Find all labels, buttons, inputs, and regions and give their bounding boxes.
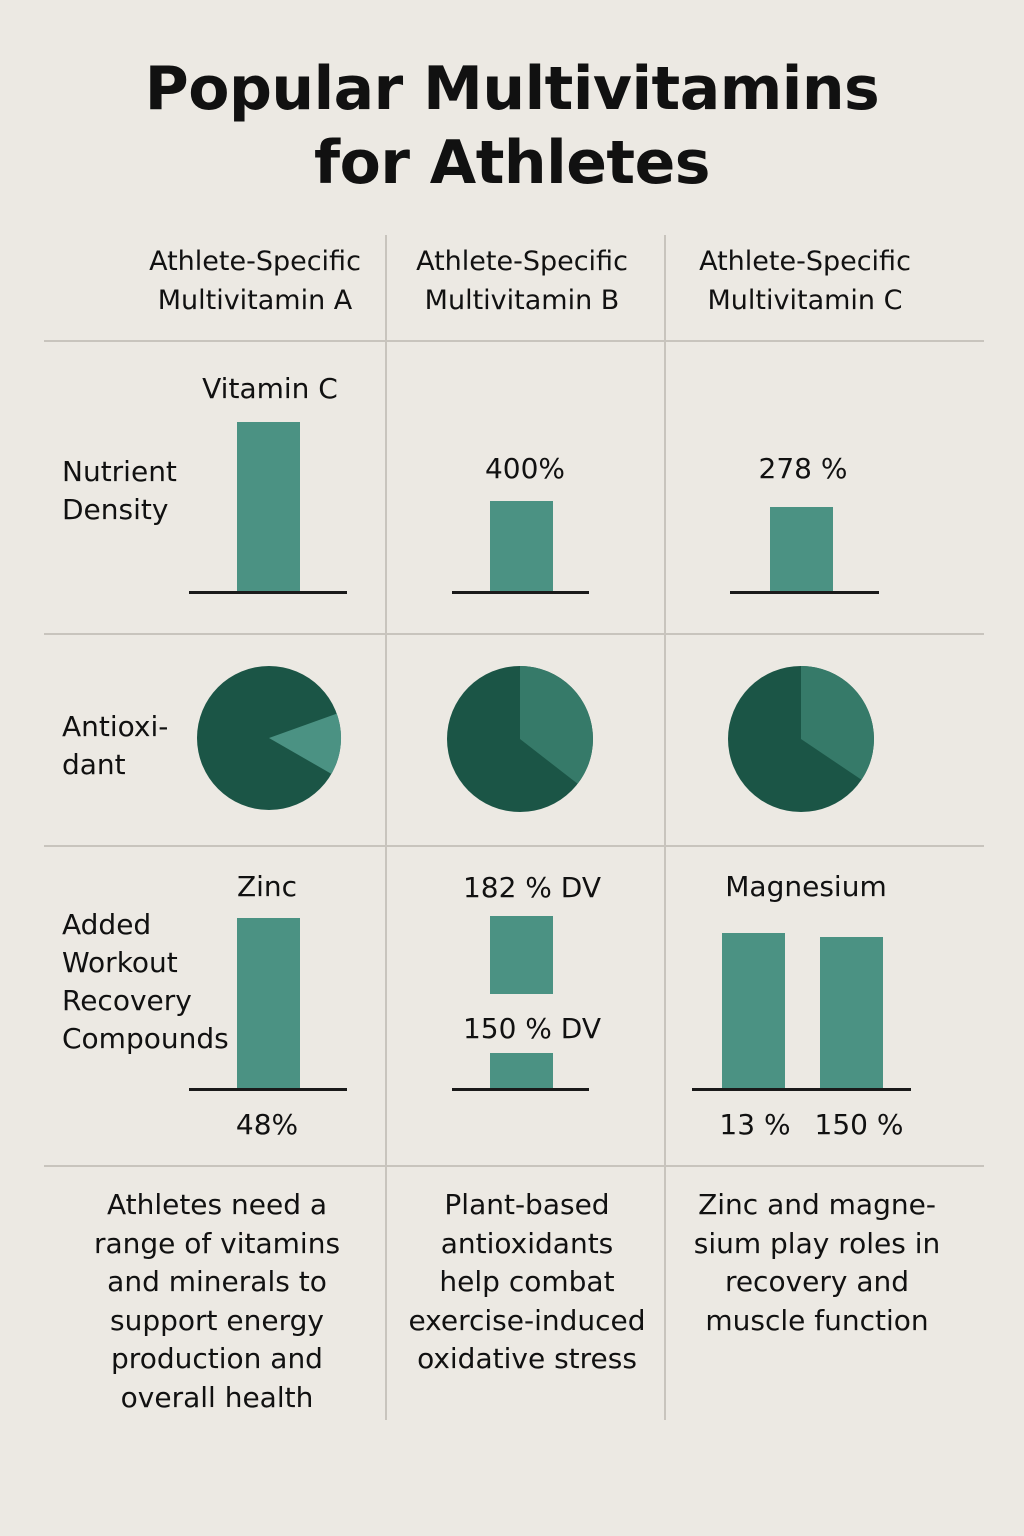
axis-line xyxy=(692,1088,911,1091)
column-divider-1 xyxy=(385,235,387,1420)
value-label-b-182: 182 % DV xyxy=(462,871,602,904)
description-line: and minerals to xyxy=(107,1265,327,1298)
row-label-line: Compounds xyxy=(62,1022,229,1055)
row-label-line: Added xyxy=(62,908,152,941)
value-label-zinc: 48% xyxy=(235,1108,299,1141)
bar-a-vitamin-c xyxy=(237,422,300,592)
axis-line xyxy=(730,591,879,594)
description-line: support energy xyxy=(110,1303,324,1337)
bar-a-zinc xyxy=(237,918,300,1089)
pie-chart-a xyxy=(197,666,342,810)
row-divider-4 xyxy=(44,1165,984,1167)
pie-slice-antioxidant xyxy=(520,666,593,784)
bar-b-density xyxy=(490,501,553,592)
description-line: recovery and xyxy=(724,1265,910,1298)
value-label-b: 400% xyxy=(484,452,566,485)
category-label-magnesium: Magnesium xyxy=(725,870,887,903)
bar-b-182 xyxy=(490,916,553,994)
product-b-line-1: Athlete-Specific xyxy=(416,246,628,277)
description-b: Plant-based antioxidants help combat exe… xyxy=(392,1186,662,1379)
row-label-line: dant xyxy=(62,748,126,781)
description-line: muscle function xyxy=(705,1303,929,1337)
category-label-vitamin-c: Vitamin C xyxy=(202,372,338,405)
pie-chart-b xyxy=(447,666,593,812)
bar-c-density xyxy=(770,507,833,592)
product-a-line-1: Athlete-Specific xyxy=(149,246,361,277)
product-b-line-2: Multivitamin B xyxy=(424,285,620,316)
description-line: oxidative stress xyxy=(417,1342,637,1375)
axis-line xyxy=(452,1088,589,1091)
bar-c-150 xyxy=(820,937,883,1089)
axis-line xyxy=(189,1088,347,1091)
pie-chart-c xyxy=(728,666,874,812)
value-label-b-150: 150 % DV xyxy=(462,1012,602,1045)
description-line: overall health xyxy=(120,1380,314,1414)
bar-b-150 xyxy=(490,1053,553,1089)
product-header-c: Athlete-Specific Multivitamin C xyxy=(675,242,935,320)
row-divider-2 xyxy=(44,633,984,635)
row-label-line: Density xyxy=(62,493,169,526)
row-label-antioxidant: Antioxi- dant xyxy=(62,708,168,784)
product-header-a: Athlete-Specific Multivitamin A xyxy=(125,242,385,320)
row-label-recovery: Added Workout Recovery Compounds xyxy=(62,906,229,1058)
description-line: help combat xyxy=(439,1265,615,1298)
page-title: Popular Multivitamins for Athletes xyxy=(0,52,1024,200)
bar-c-13 xyxy=(722,933,785,1089)
description-line: exercise-induced xyxy=(408,1303,646,1337)
product-header-b: Athlete-Specific Multivitamin B xyxy=(392,242,652,320)
product-c-line-2: Multivitamin C xyxy=(707,285,903,316)
description-line: Athletes need a xyxy=(106,1188,328,1221)
row-divider-3 xyxy=(44,845,984,847)
row-label-line: Recovery xyxy=(62,984,192,1017)
row-label-line: Workout xyxy=(62,946,178,979)
description-line: Plant-based xyxy=(444,1188,610,1221)
pie-slice-antioxidant xyxy=(801,666,874,780)
title-line-1: Popular Multivitamins xyxy=(144,54,880,124)
description-line: Zinc and magne- xyxy=(698,1188,936,1221)
description-a: Athletes need a range of vitamins and mi… xyxy=(72,1186,362,1417)
title-line-2: for Athletes xyxy=(314,128,710,198)
description-line: range of vitamins xyxy=(93,1226,341,1260)
row-label-nutrient-density: Nutrient Density xyxy=(62,453,177,529)
axis-line xyxy=(452,591,589,594)
row-label-line: Antioxi- xyxy=(62,710,169,743)
category-label-zinc: Zinc xyxy=(236,870,298,903)
value-label-c: 278 % xyxy=(758,452,848,485)
value-label-c-150: 150 % xyxy=(814,1108,904,1141)
description-line: sium play roles in xyxy=(693,1226,941,1260)
pie-slice-antioxidant xyxy=(269,713,342,774)
value-label-c-13: 13 % xyxy=(719,1108,791,1141)
product-c-line-1: Athlete-Specific xyxy=(699,246,911,277)
row-divider-1 xyxy=(44,340,984,342)
column-divider-2 xyxy=(664,235,666,1420)
description-line: production and xyxy=(111,1342,323,1375)
axis-line xyxy=(189,591,347,594)
description-line: antioxidants xyxy=(440,1226,614,1260)
row-label-line: Nutrient xyxy=(62,455,177,488)
product-a-line-2: Multivitamin A xyxy=(157,285,353,316)
description-c: Zinc and magne- sium play roles in recov… xyxy=(672,1186,962,1340)
